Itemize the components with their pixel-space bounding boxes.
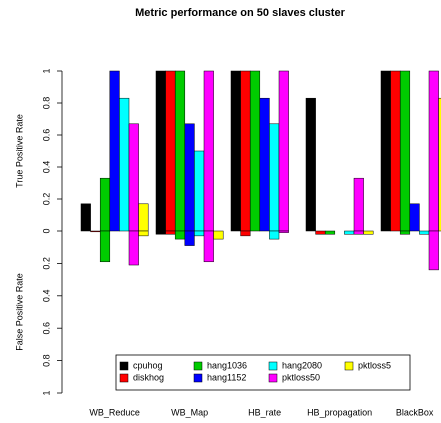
x-tick-label: WB_Map xyxy=(171,407,208,417)
bar xyxy=(165,70,176,232)
bar xyxy=(138,230,149,237)
bar xyxy=(155,230,166,235)
bar xyxy=(184,123,195,232)
y-tick-label: 0.4 xyxy=(41,290,51,303)
bar xyxy=(353,177,364,232)
bar xyxy=(90,230,101,233)
y-axis-label: False Positive Rate xyxy=(14,273,24,351)
y-tick-label: 0.8 xyxy=(41,354,51,367)
x-tick-label: WB_Reduce xyxy=(89,407,140,417)
bar xyxy=(138,203,149,232)
bar xyxy=(213,230,224,240)
legend-box xyxy=(115,354,411,391)
y-tick-label: 0.2 xyxy=(41,193,51,206)
legend-label: hang1152 xyxy=(207,372,246,382)
y-tick-label: 1 xyxy=(41,68,51,73)
bar xyxy=(259,97,270,232)
y-tick-label: 0.4 xyxy=(41,161,51,174)
legend-swatch xyxy=(193,373,203,383)
bar xyxy=(165,230,176,235)
bar xyxy=(305,97,316,232)
bar xyxy=(155,70,166,232)
bar xyxy=(119,97,130,232)
bar xyxy=(249,70,261,232)
legend-label: cpuhog xyxy=(133,360,163,370)
legend-label: pktloss5 xyxy=(358,360,391,370)
bar xyxy=(428,230,439,271)
bar xyxy=(109,70,120,232)
bar xyxy=(203,70,214,232)
y-tick-label: 0 xyxy=(41,228,51,233)
y-tick-label: 1 xyxy=(41,390,51,395)
legend-label: pktloss50 xyxy=(282,372,320,382)
bar xyxy=(399,70,411,232)
bar xyxy=(128,123,139,232)
bar xyxy=(344,230,355,235)
bar xyxy=(184,230,195,246)
legend-label: diskhog xyxy=(133,372,164,382)
chart-title: Metric performance on 50 slaves cluster xyxy=(135,7,345,19)
legend-swatch xyxy=(344,361,354,371)
bar xyxy=(315,230,326,235)
legend-swatch xyxy=(119,373,129,383)
x-tick-label: HB_rate xyxy=(248,407,281,417)
bar xyxy=(278,70,289,232)
bar xyxy=(278,230,289,233)
bar xyxy=(409,203,420,232)
bar xyxy=(380,70,391,232)
bar xyxy=(203,230,214,263)
bar xyxy=(428,70,439,232)
bar xyxy=(194,150,205,232)
y-tick-label: 0.2 xyxy=(41,257,51,270)
bar xyxy=(324,230,336,235)
bar xyxy=(438,97,441,232)
bar xyxy=(80,203,91,232)
legend-swatch xyxy=(193,361,203,371)
y-tick-label: 0.6 xyxy=(41,322,51,335)
y-axis-label: True Positive Rate xyxy=(14,114,24,188)
bar xyxy=(269,230,280,240)
x-tick-label: BlackBox xyxy=(396,407,434,417)
bar xyxy=(174,70,186,232)
bar xyxy=(240,70,251,232)
bar xyxy=(240,230,251,237)
bar xyxy=(128,230,139,266)
legend-swatch xyxy=(119,361,129,371)
bar xyxy=(353,230,364,235)
bar xyxy=(99,177,111,232)
bar xyxy=(419,230,430,235)
y-tick-label: 0.6 xyxy=(41,129,51,142)
x-tick-label: HB_propagation xyxy=(307,407,372,417)
bar xyxy=(194,230,205,237)
legend-swatch xyxy=(268,373,278,383)
y-tick-label: 0.8 xyxy=(41,97,51,110)
legend-label: hang2080 xyxy=(282,360,322,370)
bar xyxy=(174,230,186,240)
legend-swatch xyxy=(268,361,278,371)
bar xyxy=(390,70,401,232)
bar xyxy=(399,230,411,235)
bar xyxy=(269,123,280,232)
bar xyxy=(363,230,374,235)
bar xyxy=(230,70,241,232)
bar xyxy=(99,230,111,263)
legend-label: hang1036 xyxy=(207,360,247,370)
